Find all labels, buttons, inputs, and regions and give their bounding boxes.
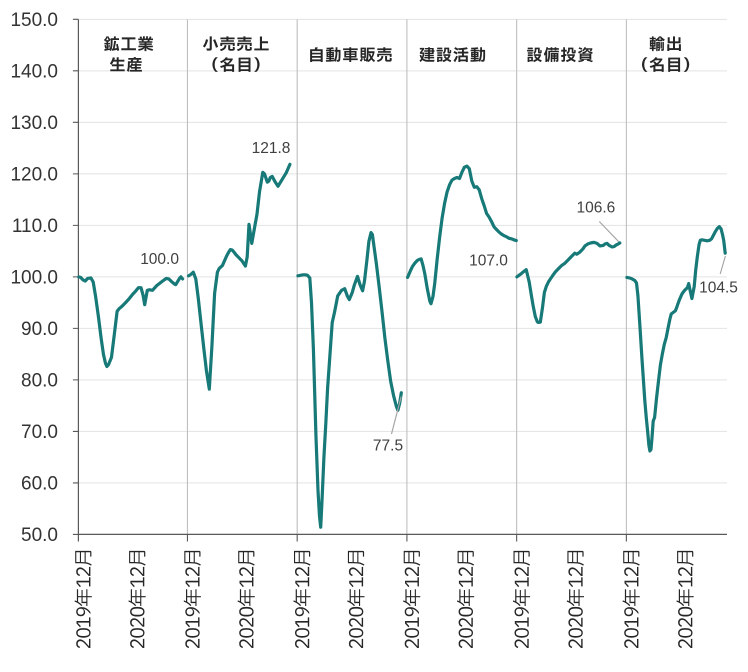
svg-text:100.0: 100.0 (10, 268, 58, 289)
svg-text:150.0: 150.0 (10, 10, 58, 31)
svg-text:70.0: 70.0 (21, 422, 58, 443)
svg-text:110.0: 110.0 (12, 216, 58, 237)
svg-text:104.5: 104.5 (699, 280, 738, 297)
svg-text:107.0: 107.0 (469, 253, 508, 270)
svg-text:77.5: 77.5 (373, 438, 403, 455)
svg-text:120.0: 120.0 (10, 165, 58, 186)
svg-text:60.0: 60.0 (21, 474, 58, 495)
svg-text:100.0: 100.0 (140, 251, 179, 268)
svg-text:90.0: 90.0 (21, 319, 58, 340)
svg-text:50.0: 50.0 (21, 525, 58, 546)
svg-text:106.6: 106.6 (577, 200, 616, 217)
svg-text:80.0: 80.0 (21, 371, 58, 392)
svg-text:121.8: 121.8 (252, 140, 291, 157)
svg-text:130.0: 130.0 (10, 113, 58, 134)
svg-text:140.0: 140.0 (10, 62, 58, 83)
